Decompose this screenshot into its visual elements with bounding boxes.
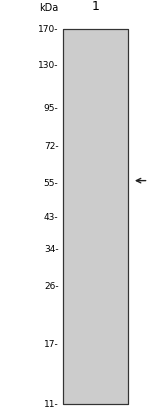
Text: 34-: 34- (44, 245, 58, 254)
Text: kDa: kDa (39, 3, 58, 13)
Text: 55-: 55- (44, 179, 58, 188)
Text: 17-: 17- (44, 340, 58, 349)
Text: 72-: 72- (44, 143, 58, 151)
Text: 1: 1 (91, 0, 99, 13)
Text: 95-: 95- (44, 104, 58, 113)
Text: 130-: 130- (38, 61, 58, 70)
Text: 170-: 170- (38, 25, 58, 34)
Text: 26-: 26- (44, 282, 58, 291)
Text: 11-: 11- (44, 400, 58, 409)
Text: 43-: 43- (44, 213, 58, 222)
